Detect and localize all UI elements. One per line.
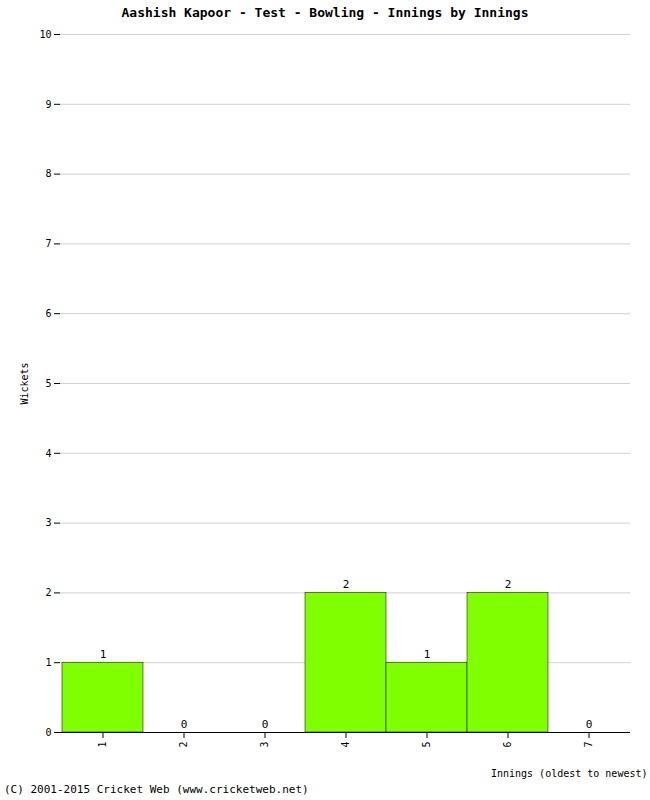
svg-text:7: 7 <box>45 238 51 249</box>
html-text:(C) 2001-2015 Cricket Web (www: (C) 2001-2015 Cricket Web (www.cricketwe… <box>4 783 309 796</box>
svg-text:3: 3 <box>45 517 51 528</box>
svg-text:9: 9 <box>45 99 51 110</box>
svg-text:7: 7 <box>583 742 594 748</box>
svg-text:2: 2 <box>505 578 512 591</box>
svg-text:1: 1 <box>45 657 51 668</box>
html-text:Aashish Kapoor - Test - Bowlin: Aashish Kapoor - Test - Bowling - Inning… <box>121 5 529 20</box>
svg-text:2: 2 <box>343 578 350 591</box>
svg-text:6: 6 <box>502 742 513 748</box>
svg-text:Wickets: Wickets <box>19 362 30 404</box>
svg-text:2: 2 <box>45 587 51 598</box>
svg-text:5: 5 <box>45 378 51 389</box>
svg-text:2: 2 <box>178 742 189 748</box>
svg-text:4: 4 <box>45 448 51 459</box>
svg-text:1: 1 <box>97 742 108 748</box>
svg-text:Innings (oldest to newest): Innings (oldest to newest) <box>491 768 648 779</box>
svg-text:0: 0 <box>262 718 269 731</box>
svg-text:1: 1 <box>424 648 431 661</box>
svg-text:4: 4 <box>340 742 351 748</box>
svg-text:0: 0 <box>586 718 593 731</box>
svg-text:10: 10 <box>39 29 51 40</box>
svg-text:5: 5 <box>421 742 432 748</box>
svg-text:0: 0 <box>45 727 51 738</box>
svg-text:0: 0 <box>181 718 188 731</box>
svg-text:6: 6 <box>45 308 51 319</box>
svg-text:8: 8 <box>45 168 51 179</box>
svg-text:1: 1 <box>100 648 107 661</box>
svg-text:3: 3 <box>259 742 270 748</box>
